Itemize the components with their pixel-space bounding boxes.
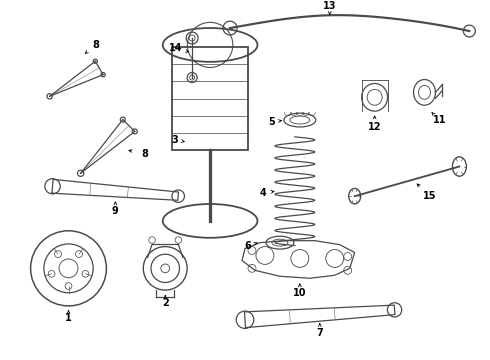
Text: 9: 9 xyxy=(112,206,119,216)
Text: 7: 7 xyxy=(317,328,323,338)
Text: 10: 10 xyxy=(293,288,307,298)
Text: 4: 4 xyxy=(260,188,267,198)
Text: 15: 15 xyxy=(423,191,436,201)
Text: 5: 5 xyxy=(269,117,275,127)
Text: 13: 13 xyxy=(323,1,337,12)
Text: 2: 2 xyxy=(162,298,169,308)
Text: 1: 1 xyxy=(65,313,72,323)
Text: 11: 11 xyxy=(433,115,446,125)
Text: 12: 12 xyxy=(368,122,381,132)
Text: 8: 8 xyxy=(142,149,149,159)
Text: 6: 6 xyxy=(245,240,251,251)
Text: 8: 8 xyxy=(92,40,99,50)
Text: 3: 3 xyxy=(172,135,178,145)
Text: 14: 14 xyxy=(169,43,182,53)
